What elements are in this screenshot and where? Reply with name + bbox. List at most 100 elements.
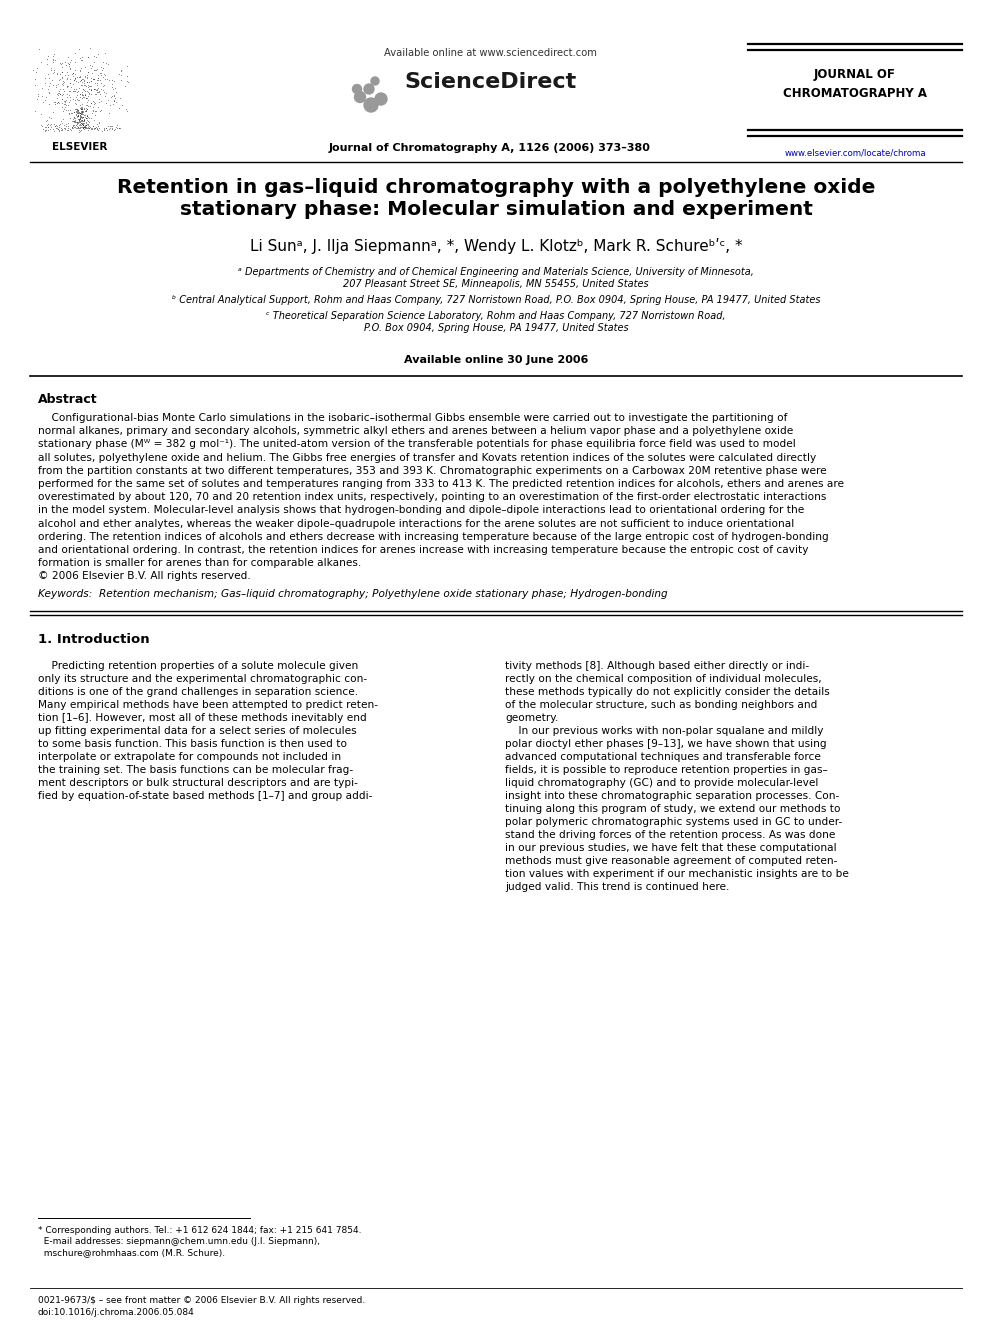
Point [72, 66, 88, 87]
Point [97, 69, 113, 90]
Point [74, 107, 90, 128]
Point [87, 83, 103, 105]
Point [47, 60, 62, 81]
Point [97, 42, 113, 64]
Point [80, 114, 96, 135]
Point [76, 116, 92, 138]
Point [62, 69, 77, 90]
Point [73, 49, 89, 70]
Point [71, 106, 87, 127]
Point [78, 111, 94, 132]
Point [111, 118, 127, 139]
Point [74, 114, 90, 135]
Point [72, 108, 88, 130]
Point [89, 58, 105, 79]
Point [87, 83, 103, 105]
Point [42, 75, 58, 97]
Text: liquid chromatography (GC) and to provide molecular-level: liquid chromatography (GC) and to provid… [505, 778, 818, 787]
Point [92, 101, 108, 122]
Point [71, 114, 87, 135]
Point [78, 107, 94, 128]
Point [95, 66, 111, 87]
Point [40, 114, 56, 135]
Point [99, 69, 115, 90]
Point [49, 115, 64, 136]
Point [85, 91, 101, 112]
Point [49, 64, 64, 85]
Text: doi:10.1016/j.chroma.2006.05.084: doi:10.1016/j.chroma.2006.05.084 [38, 1308, 194, 1316]
Point [90, 97, 106, 118]
Text: E-mail addresses: siepmann@chem.umn.edu (J.I. Siepmann),: E-mail addresses: siepmann@chem.umn.edu … [38, 1237, 320, 1246]
Point [106, 85, 122, 106]
Point [62, 73, 78, 94]
Text: ᵇ Central Analytical Support, Rohm and Haas Company, 727 Norristown Road, P.O. B: ᵇ Central Analytical Support, Rohm and H… [172, 295, 820, 306]
Point [107, 119, 123, 140]
Text: up fitting experimental data for a select series of molecules: up fitting experimental data for a selec… [38, 725, 357, 736]
Point [70, 101, 86, 122]
Point [74, 111, 90, 132]
Point [109, 114, 125, 135]
Point [75, 106, 91, 127]
Point [62, 99, 78, 120]
Text: stationary phase: Molecular simulation and experiment: stationary phase: Molecular simulation a… [180, 200, 812, 220]
Point [53, 53, 68, 74]
Point [56, 74, 71, 95]
Point [90, 65, 106, 86]
Point [89, 79, 105, 101]
Point [81, 78, 97, 99]
Point [46, 44, 62, 65]
Point [59, 77, 74, 98]
Point [59, 69, 74, 90]
Point [61, 64, 76, 85]
Point [75, 101, 91, 122]
Point [66, 78, 82, 99]
Point [26, 60, 42, 81]
Point [86, 93, 102, 114]
Point [106, 85, 122, 106]
Point [66, 69, 82, 90]
Point [54, 119, 69, 140]
Point [75, 74, 91, 95]
Text: interpolate or extrapolate for compounds not included in: interpolate or extrapolate for compounds… [38, 751, 341, 762]
Point [86, 52, 102, 73]
Point [83, 67, 99, 89]
Point [72, 98, 88, 119]
Point [66, 111, 82, 132]
Point [89, 78, 105, 99]
Point [27, 69, 43, 90]
Point [38, 116, 54, 138]
Point [77, 98, 93, 119]
Point [54, 93, 69, 114]
Point [52, 82, 67, 103]
Point [97, 85, 113, 106]
Text: advanced computational techniques and transferable force: advanced computational techniques and tr… [505, 751, 820, 762]
Point [118, 99, 134, 120]
Point [94, 60, 110, 81]
Point [58, 52, 73, 73]
Point [74, 102, 90, 123]
Point [45, 49, 61, 70]
Point [54, 61, 69, 82]
Point [89, 114, 105, 135]
Point [48, 74, 63, 95]
Point [72, 60, 88, 81]
Point [73, 98, 89, 119]
Point [42, 73, 58, 94]
Point [50, 118, 65, 139]
Point [76, 57, 92, 78]
Point [62, 86, 77, 107]
Point [73, 116, 89, 138]
Point [54, 119, 69, 140]
Point [59, 86, 74, 107]
Point [89, 69, 105, 90]
Point [73, 112, 89, 134]
Point [64, 116, 80, 138]
Point [54, 62, 69, 83]
Point [67, 94, 83, 115]
Point [69, 99, 85, 120]
Point [65, 81, 81, 102]
Point [49, 93, 64, 114]
Point [29, 58, 45, 79]
Point [119, 65, 135, 86]
Text: Abstract: Abstract [38, 393, 97, 406]
